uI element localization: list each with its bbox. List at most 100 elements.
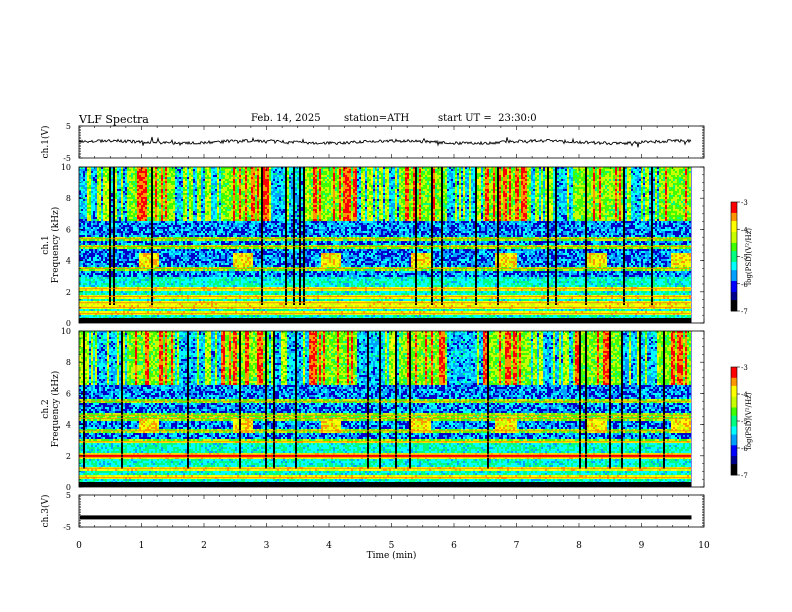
psd-cell <box>149 215 151 217</box>
psd-cell <box>123 283 125 285</box>
psd-cell <box>191 173 193 175</box>
psd-cell <box>91 299 93 301</box>
psd-cell <box>125 277 127 279</box>
psd-cell <box>95 247 97 249</box>
psd-cell <box>201 209 203 211</box>
psd-cell <box>183 285 185 287</box>
psd-cell <box>211 259 213 261</box>
psd-cell <box>159 189 161 191</box>
psd-cell <box>207 177 209 179</box>
psd-cell <box>171 307 173 309</box>
psd-cell <box>139 185 141 187</box>
psd-cell <box>143 209 145 211</box>
psd-cell <box>219 215 221 217</box>
psd-cell <box>131 285 133 287</box>
psd-cell <box>109 177 111 179</box>
psd-cell <box>125 247 127 249</box>
psd-cell <box>173 221 175 223</box>
psd-cell <box>201 217 203 219</box>
psd-cell <box>191 227 193 229</box>
psd-cell <box>135 277 137 279</box>
psd-cell <box>183 255 185 257</box>
psd-cell <box>147 189 149 191</box>
psd-cell <box>147 277 149 279</box>
psd-cell <box>161 253 163 255</box>
psd-cell <box>103 247 105 249</box>
psd-cell <box>165 235 167 237</box>
psd-cell <box>139 235 141 237</box>
psd-cell <box>133 187 135 189</box>
psd-cell <box>217 215 219 217</box>
psd-cell <box>193 183 195 185</box>
psd-cell <box>89 189 91 191</box>
psd-cell <box>95 309 97 311</box>
psd-cell <box>147 287 149 289</box>
psd-cell <box>147 285 149 287</box>
psd-cell <box>155 199 157 201</box>
psd-cell <box>207 253 209 255</box>
psd-cell <box>93 283 95 285</box>
psd-cell <box>81 261 83 263</box>
psd-cell <box>163 289 165 291</box>
psd-cell <box>147 281 149 283</box>
psd-cell <box>131 191 133 193</box>
psd-cell <box>149 307 151 309</box>
psd-cell <box>153 299 155 301</box>
psd-cell <box>199 195 201 197</box>
psd-cell <box>141 281 143 283</box>
psd-cell <box>123 269 125 271</box>
psd-cell <box>151 291 153 293</box>
psd-cell <box>95 269 97 271</box>
psd-cell <box>97 301 99 303</box>
psd-cell <box>93 171 95 173</box>
psd-cell <box>79 281 81 283</box>
psd-cell <box>79 187 81 189</box>
psd-cell <box>109 247 111 249</box>
psd-cell <box>177 245 179 247</box>
psd-cell <box>203 201 205 203</box>
psd-cell <box>127 305 129 307</box>
psd-cell <box>97 263 99 265</box>
psd-cell <box>193 245 195 247</box>
psd-cell <box>213 275 215 277</box>
psd-cell <box>127 179 129 181</box>
psd-cell <box>107 293 109 295</box>
psd-cell <box>163 279 165 281</box>
psd-cell <box>117 303 119 305</box>
psd-cell <box>159 175 161 177</box>
psd-cell <box>213 179 215 181</box>
psd-cell <box>191 277 193 279</box>
psd-cell <box>207 171 209 173</box>
psd-cell <box>85 277 87 279</box>
psd-cell <box>159 191 161 193</box>
psd-cell <box>137 231 139 233</box>
psd-cell <box>181 209 183 211</box>
psd-cell <box>79 207 81 209</box>
psd-cell <box>131 241 133 243</box>
psd-cell <box>107 237 109 239</box>
psd-cell <box>145 193 147 195</box>
psd-cell <box>151 311 153 313</box>
psd-cell <box>85 315 87 317</box>
psd-cell <box>181 263 183 265</box>
psd-cell <box>141 175 143 177</box>
psd-cell <box>125 301 127 303</box>
psd-cell <box>211 221 213 223</box>
psd-cell <box>141 287 143 289</box>
psd-cell <box>155 177 157 179</box>
psd-cell <box>137 245 139 247</box>
psd-cell <box>91 195 93 197</box>
psd-cell <box>191 205 193 207</box>
psd-cell <box>155 289 157 291</box>
psd-cell <box>95 197 97 199</box>
psd-cell <box>211 289 213 291</box>
psd-cell <box>187 211 189 213</box>
psd-cell <box>117 243 119 245</box>
psd-cell <box>95 219 97 221</box>
psd-cell <box>173 229 175 231</box>
psd-cell <box>87 175 89 177</box>
psd-cell <box>125 175 127 177</box>
psd-cell <box>207 211 209 213</box>
psd-cell <box>89 227 91 229</box>
psd-cell <box>217 287 219 289</box>
